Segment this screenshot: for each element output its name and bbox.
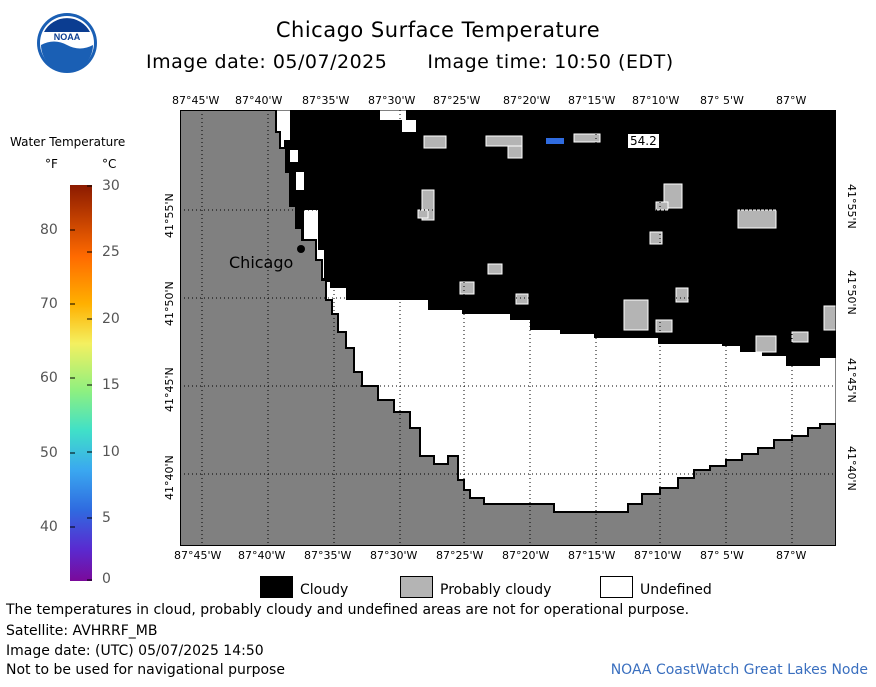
tick-f: 70: [40, 296, 58, 312]
land-area: [180, 110, 836, 546]
lat-label-left: 41°50'N: [163, 281, 176, 326]
probably-cloudy-patch: [755, 335, 777, 353]
lon-label-top: 87°W: [776, 94, 807, 107]
probably-cloudy-patch: [823, 305, 836, 331]
undefined-patch: [380, 110, 416, 132]
lon-label-bottom: 87°30'W: [370, 549, 418, 562]
lon-label-bottom: 87°25'W: [436, 549, 484, 562]
legend-label-cloudy: Cloudy: [300, 582, 349, 598]
lat-label-left: 41°40'N: [163, 455, 176, 500]
legend-swatch-undefined: [600, 576, 633, 598]
lon-label-bottom: 87°40'W: [238, 549, 286, 562]
temperature-label: 54.2: [627, 133, 660, 149]
lat-label-right: 41°45'N: [845, 358, 858, 403]
unit-fahrenheit: °F: [45, 157, 58, 171]
probably-cloudy-patch: [487, 263, 503, 275]
probably-cloudy-patch: [423, 135, 447, 149]
tick-f: 40: [40, 519, 58, 535]
satellite-text: Satellite: AVHRRF_MB: [6, 623, 158, 639]
legend-label-probably-cloudy: Probably cloudy: [440, 582, 552, 598]
lon-label-bottom: 87°45'W: [174, 549, 222, 562]
legend-label-undefined: Undefined: [640, 582, 712, 598]
lon-label-top: 87°20'W: [503, 94, 551, 107]
lon-label-top: 87°35'W: [302, 94, 350, 107]
probably-cloudy-patch: [507, 145, 523, 159]
image-datetime: Image date: 05/07/2025 Image time: 10:50 …: [146, 51, 674, 73]
logo-text: NOAA: [54, 32, 81, 42]
lon-label-top: 87°40'W: [235, 94, 283, 107]
lon-label-top: 87° 5'W: [700, 94, 744, 107]
color-bar-ticks: [70, 185, 92, 581]
image-time: Image time: 10:50 (EDT): [427, 51, 674, 73]
tick-c: 10: [102, 444, 120, 460]
lat-label-right: 41°50'N: [845, 270, 858, 315]
probably-cloudy-patch: [515, 293, 529, 305]
lon-label-bottom: 87°20'W: [502, 549, 550, 562]
lat-label-right: 41°55'N: [845, 184, 858, 229]
lon-label-top: 87°30'W: [368, 94, 416, 107]
lon-label-top: 87°15'W: [568, 94, 616, 107]
lat-label-left: 41°55'N: [163, 193, 176, 238]
tick-c: 30: [102, 178, 120, 194]
tick-f: 50: [40, 445, 58, 461]
probably-cloudy-patch: [623, 299, 649, 331]
city-label: Chicago: [229, 253, 294, 272]
legend-swatch-probably-cloudy: [400, 576, 433, 598]
disclaimer-text: The temperatures in cloud, probably clou…: [6, 602, 690, 618]
probably-cloudy-patch: [573, 133, 601, 143]
probably-cloudy-patch: [737, 209, 777, 229]
temperature-map: [180, 110, 836, 546]
lat-label-left: 41°45'N: [163, 367, 176, 412]
credit-text: NOAA CoastWatch Great Lakes Node: [610, 662, 868, 678]
undefined-patch: [296, 172, 304, 190]
legend-swatch-cloudy: [260, 576, 293, 598]
probably-cloudy-patch: [485, 135, 523, 147]
probably-cloudy-patch: [675, 287, 689, 303]
tick-c: 0: [102, 571, 111, 587]
water-temp-pixel: [546, 138, 564, 144]
lat-label-right: 41°40'N: [845, 446, 858, 491]
graticule: [180, 110, 836, 546]
lon-label-bottom: 87°35'W: [304, 549, 352, 562]
color-bar: [70, 185, 92, 581]
tick-c: 25: [102, 244, 120, 260]
city-marker-icon: [297, 245, 305, 253]
noaa-logo-icon: NOAA: [37, 13, 97, 73]
tick-f: 60: [40, 370, 58, 386]
lon-label-bottom: 87°W: [776, 549, 807, 562]
legend-title: Water Temperature: [10, 135, 126, 149]
lon-label-bottom: 87°15'W: [568, 549, 616, 562]
navigation-warning: Not to be used for navigational purpose: [6, 662, 285, 678]
tick-c: 15: [102, 377, 120, 393]
probably-cloudy-patch: [417, 209, 429, 219]
cloud-cover: [276, 110, 836, 366]
tick-f: 80: [40, 222, 58, 238]
tick-c: 5: [102, 510, 111, 526]
lon-label-top: 87°25'W: [433, 94, 481, 107]
probably-cloudy-patch: [791, 331, 809, 343]
probably-cloudy-patch: [655, 201, 669, 211]
utc-date-text: Image date: (UTC) 05/07/2025 14:50: [6, 643, 264, 659]
lon-label-top: 87°10'W: [632, 94, 680, 107]
lon-label-top: 87°45'W: [172, 94, 220, 107]
tick-c: 20: [102, 311, 120, 327]
undefined-patch: [290, 150, 298, 162]
probably-cloudy-areas: [417, 133, 836, 353]
probably-cloudy-patch: [649, 231, 663, 245]
lon-label-bottom: 87° 5'W: [700, 549, 744, 562]
map-title: Chicago Surface Temperature: [275, 18, 601, 42]
lon-label-bottom: 87°10'W: [634, 549, 682, 562]
image-date: Image date: 05/07/2025: [146, 51, 388, 73]
probably-cloudy-patch: [459, 281, 475, 295]
probably-cloudy-patch: [655, 319, 673, 333]
unit-celsius: °C: [102, 157, 117, 171]
